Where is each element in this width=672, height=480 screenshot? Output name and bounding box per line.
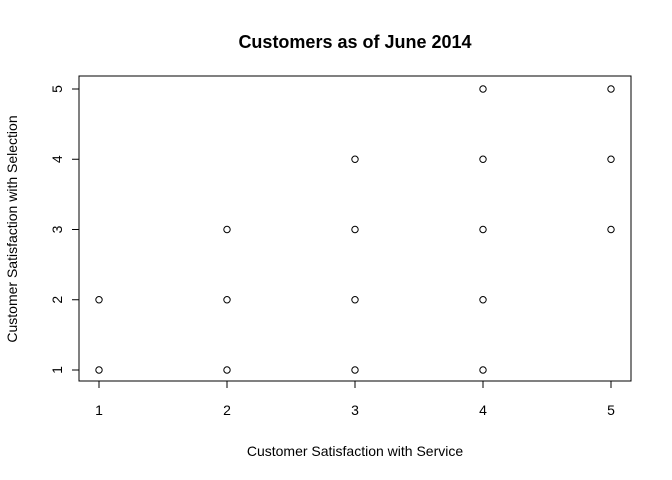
data-point-12 [479,225,487,234]
chart-title: Customers as of June 2014 [238,32,471,52]
x-tick-label-5: 5 [607,402,615,418]
data-point-15 [607,225,615,234]
data-point-4 [223,296,231,304]
data-point-7 [351,296,359,304]
y-tick-label-5: 5 [49,85,65,93]
x-axis: 1 2 3 4 5 [95,380,615,418]
data-point-1 [95,366,103,374]
x-axis-label: Customer Satisfaction with Service [247,443,464,459]
data-point-13 [479,155,487,163]
data-point-6 [351,366,359,374]
x-tick-label-4: 4 [479,402,487,418]
x-tick-label-2: 2 [223,402,231,418]
y-tick-label-4: 4 [49,155,65,163]
y-tick-label-1: 1 [49,366,65,374]
y-axis-label: Customer Satisfaction with Selection [4,115,20,342]
data-point-16 [607,155,615,163]
data-point-10 [479,366,487,374]
x-tick-label-3: 3 [351,402,359,418]
data-point-5 [223,225,231,234]
data-point-8 [351,225,359,234]
y-tick-label-2: 2 [49,296,65,304]
y-tick-label-3: 3 [49,225,65,233]
data-point-14 [479,85,487,93]
x-tick-label-1: 1 [95,402,103,418]
data-point-2 [95,296,103,304]
data-point-9 [351,155,359,163]
data-point-17 [607,85,615,93]
data-points [95,85,615,374]
y-axis: 1 2 3 4 5 [49,85,80,374]
data-point-11 [479,296,487,304]
data-point-3 [223,366,231,374]
plot-frame [78,75,632,382]
